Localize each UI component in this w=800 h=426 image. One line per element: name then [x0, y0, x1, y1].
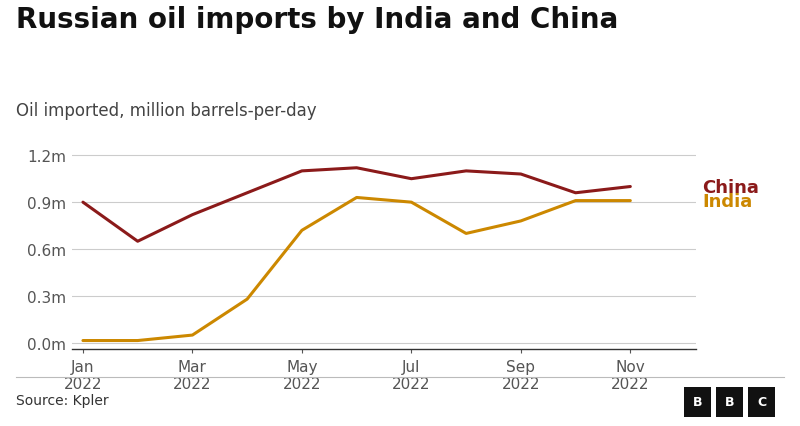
Text: India: India — [702, 192, 753, 210]
Text: Russian oil imports by India and China: Russian oil imports by India and China — [16, 6, 618, 35]
Text: China: China — [702, 178, 759, 196]
Text: Source: Kpler: Source: Kpler — [16, 394, 109, 407]
Text: B: B — [725, 395, 734, 408]
Text: Oil imported, million barrels-per-day: Oil imported, million barrels-per-day — [16, 102, 317, 120]
Text: C: C — [757, 395, 766, 408]
Text: B: B — [693, 395, 702, 408]
